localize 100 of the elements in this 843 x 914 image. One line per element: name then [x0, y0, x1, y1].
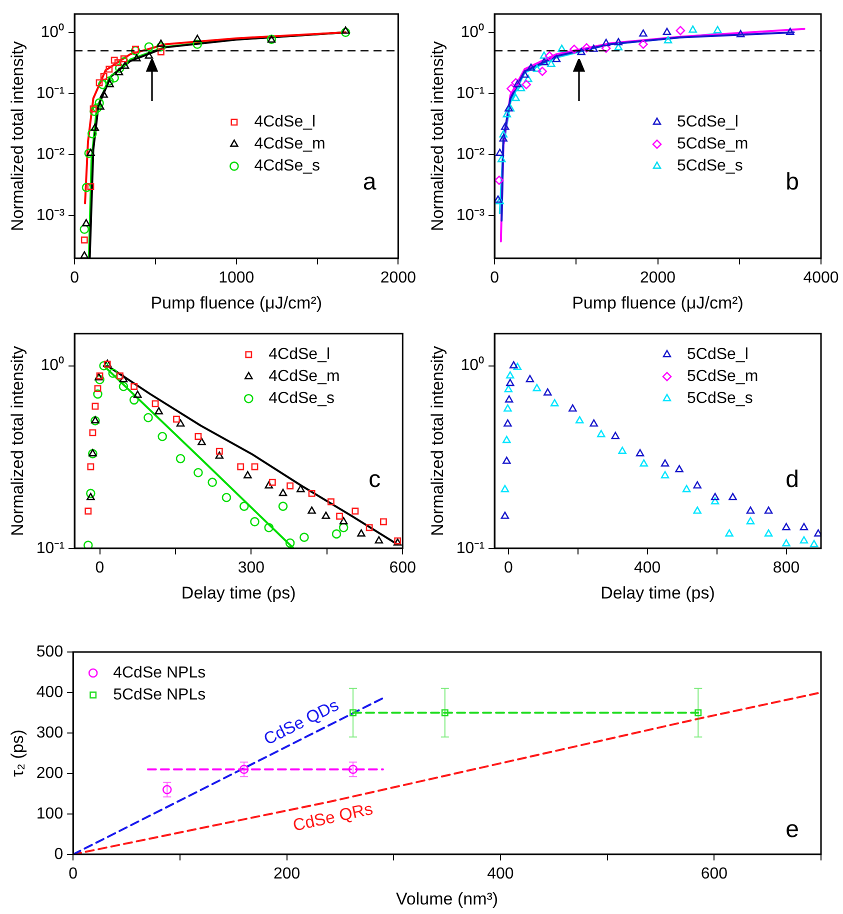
point: [152, 400, 159, 408]
point: [173, 416, 180, 423]
point: [506, 84, 516, 94]
x-tick-label: 2000: [640, 269, 676, 286]
point: [339, 517, 348, 524]
annotation: b: [786, 168, 799, 196]
point: [494, 176, 504, 185]
point: [327, 498, 334, 506]
y-tick-label: 200: [36, 764, 64, 782]
point: [570, 44, 579, 54]
x-axis-title: Volume (nm³): [396, 889, 498, 908]
point: [558, 44, 566, 52]
point: [502, 110, 512, 118]
point: [498, 154, 506, 162]
point: [676, 26, 686, 36]
point: [782, 522, 790, 530]
point: [764, 506, 773, 514]
point: [694, 709, 702, 716]
x-tick-label: 0: [70, 269, 80, 286]
point: [547, 60, 556, 67]
point: [516, 84, 526, 92]
point: [92, 103, 102, 113]
annotation: c: [368, 466, 381, 494]
point: [82, 182, 92, 192]
y-tick-label: 10⁻¹: [456, 84, 485, 102]
point: [524, 74, 532, 82]
point: [119, 57, 129, 66]
point: [192, 40, 202, 49]
x-tick-label: 2000: [380, 269, 416, 286]
point: [502, 436, 511, 444]
x-tick-label: 400: [487, 865, 514, 882]
point: [80, 224, 90, 234]
y-tick-label: 10⁰: [460, 22, 485, 41]
point: [728, 492, 737, 500]
x-tick-label: 300: [238, 559, 265, 576]
annotation: d: [786, 466, 799, 494]
point: [222, 492, 232, 502]
point: [115, 63, 124, 73]
point: [366, 524, 373, 532]
point: [675, 464, 684, 472]
x-axis-title: Delay time (ps): [600, 583, 715, 602]
annotation: a: [362, 168, 377, 196]
point: [590, 419, 598, 427]
x-tick-label: 200: [273, 865, 300, 882]
y-tick-label: 400: [36, 684, 64, 701]
point: [710, 492, 720, 500]
point: [713, 26, 722, 34]
point: [162, 784, 172, 794]
y-tick-label: 10⁻¹: [456, 540, 485, 557]
point: [441, 709, 448, 716]
point: [106, 80, 114, 88]
point: [506, 378, 514, 386]
point: [84, 540, 93, 548]
point: [120, 62, 130, 69]
point: [129, 395, 139, 405]
x-tick-label: 0: [490, 269, 500, 286]
point: [601, 44, 611, 53]
point: [538, 66, 548, 76]
x-axis-title: Pump fluence (μJ/cm²): [572, 293, 744, 312]
point: [662, 28, 672, 36]
point: [92, 402, 99, 410]
point: [582, 43, 592, 52]
point: [84, 508, 92, 515]
point: [682, 484, 691, 492]
point: [130, 46, 140, 56]
text: CdSe QDs: [260, 695, 342, 749]
legend-label: 5CdSe_m: [687, 368, 758, 386]
y-tick-label: 300: [36, 724, 64, 742]
point: [300, 532, 309, 542]
point: [540, 51, 548, 59]
point: [618, 446, 626, 454]
point: [597, 430, 606, 438]
y-tick-label: 10⁻¹: [36, 540, 65, 557]
point: [89, 429, 96, 436]
y-tick-label: 100: [36, 805, 64, 822]
point: [336, 512, 344, 520]
point: [746, 517, 755, 524]
legend-label: 4CdSe_l: [268, 346, 330, 364]
legend-label: 5CdSe_m: [677, 136, 748, 153]
point: [540, 58, 548, 66]
point: [725, 529, 734, 537]
point: [156, 42, 166, 52]
point: [602, 38, 610, 46]
point: [350, 709, 357, 716]
legend-label: 4CdSe_s: [254, 158, 320, 175]
x-tick-label: 800: [772, 559, 800, 576]
point: [119, 374, 128, 382]
y-tick-label: 10⁻³: [456, 207, 486, 224]
point: [532, 384, 542, 392]
point: [100, 90, 108, 98]
point: [154, 407, 163, 414]
point: [144, 412, 153, 422]
x-axis-title: Pump fluence (μJ/cm²): [150, 293, 322, 312]
point: [322, 512, 330, 519]
point: [341, 26, 350, 34]
point: [93, 389, 102, 399]
y-tick-label: 10⁰: [460, 356, 485, 374]
y-axis-title: τ₂ (ps): [8, 730, 27, 777]
legend-label: 4CdSe_m: [254, 136, 326, 153]
point: [576, 416, 584, 424]
